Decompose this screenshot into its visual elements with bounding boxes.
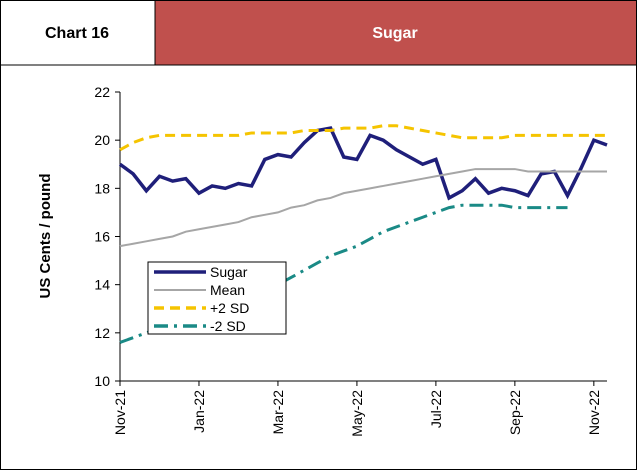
y-axis-label: US Cents / pound (37, 174, 54, 299)
y-tick-label: 12 (94, 325, 110, 341)
legend-label: -2 SD (210, 318, 246, 334)
y-tick-label: 18 (94, 180, 110, 196)
series-line (119, 124, 607, 152)
chart-title: Sugar (372, 25, 417, 42)
series-line (119, 168, 607, 248)
x-tick-label: Sep-22 (507, 390, 523, 435)
x-tick-label: Mar-22 (270, 390, 286, 435)
y-tick-label: 20 (94, 132, 110, 148)
x-tick-label: Nov-22 (586, 390, 602, 435)
x-tick-label: May-22 (349, 390, 365, 437)
legend-label: Mean (210, 282, 245, 298)
series-line (118, 126, 608, 201)
y-tick-label: 22 (94, 84, 110, 100)
y-tick-label: 14 (94, 277, 110, 293)
legend-label: +2 SD (210, 300, 249, 316)
x-tick-label: Jan-22 (191, 390, 207, 433)
title-band (155, 1, 636, 65)
legend-box (147, 261, 287, 335)
x-tick-label: Nov-21 (112, 390, 128, 435)
x-tick-label: Jul-22 (428, 390, 444, 428)
chart-label: Chart 16 (45, 25, 109, 42)
legend-label: Sugar (210, 264, 248, 280)
y-tick-label: 10 (94, 373, 110, 389)
y-tick-label: 16 (94, 229, 110, 245)
